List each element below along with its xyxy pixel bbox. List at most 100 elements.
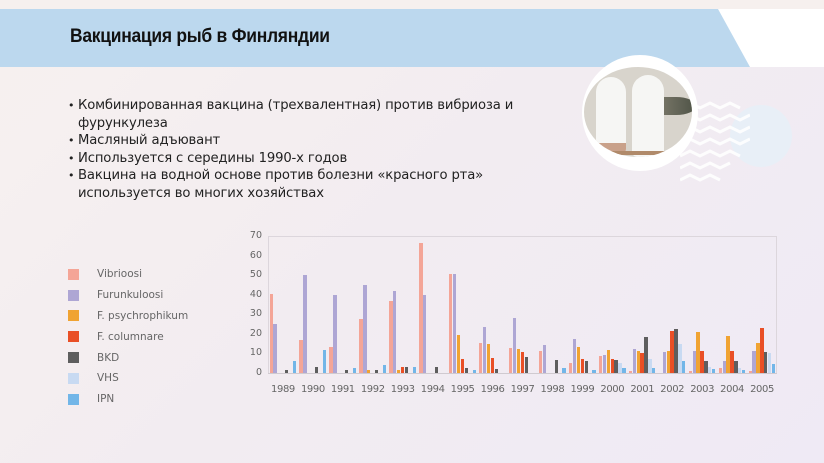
bullet-item: Вакцина на водной основе против болезни … [68, 167, 558, 202]
vaccine-photo [584, 67, 692, 157]
fish-image [656, 97, 692, 115]
bar [472, 370, 476, 373]
bar [269, 293, 273, 373]
bar [738, 368, 742, 373]
legend-label: VHS [97, 372, 119, 385]
x-tick-label: 2002 [660, 384, 685, 395]
bullet-list: Комбинированная вакцина (трехвалентная) … [68, 97, 558, 202]
bar [363, 284, 367, 373]
bar [449, 274, 453, 373]
bar [382, 365, 387, 373]
y-tick-label: 20 [249, 327, 262, 339]
legend-item: IPN [68, 389, 188, 410]
legend-label: F. columnare [97, 330, 164, 343]
bar [292, 361, 297, 373]
bar [628, 371, 633, 373]
legend-swatch-icon [68, 268, 79, 280]
bar [771, 364, 776, 373]
bar [592, 370, 596, 373]
bar [315, 367, 319, 373]
bar [562, 368, 566, 373]
bar [696, 331, 700, 373]
bar [688, 371, 692, 373]
bar [734, 361, 738, 373]
bar [303, 275, 307, 373]
bar [389, 300, 393, 373]
x-tick-label: 1997 [510, 384, 535, 395]
bar [692, 350, 696, 373]
bar [700, 351, 704, 373]
bar [708, 367, 712, 373]
bar [538, 350, 543, 373]
legend-label: BKD [97, 351, 120, 364]
legend-label: Vibrioosi [97, 268, 143, 281]
bar [666, 351, 670, 373]
bar-chart: 0 10 20 30 40 50 60 70 1989 1990 1991 1992 1993 1994 1… [240, 228, 800, 408]
bottle-image [632, 75, 664, 157]
bar [622, 368, 626, 373]
bar [479, 342, 483, 373]
legend-swatch-icon [68, 352, 79, 364]
bar [760, 328, 764, 373]
x-tick-label: 1994 [420, 384, 445, 395]
bar [670, 330, 674, 373]
x-tick-label: 2004 [720, 384, 744, 395]
y-tick-label: 60 [249, 249, 262, 261]
y-tick-label: 40 [249, 288, 262, 300]
bar [730, 351, 734, 373]
bar [520, 352, 525, 373]
bar [285, 370, 289, 373]
bar [460, 359, 465, 373]
legend-swatch-icon [68, 372, 79, 384]
bar [652, 368, 656, 373]
x-tick-label: 2001 [630, 384, 655, 395]
bar [682, 361, 686, 373]
x-tick-label: 1995 [450, 384, 475, 395]
bullet-item: Масляный адъювант [68, 132, 558, 150]
legend-item: BKD [68, 347, 188, 368]
bar [572, 338, 577, 373]
header-band: Вакцинация рыб в Финляндии [0, 9, 824, 67]
bar [636, 351, 640, 373]
bar [482, 327, 487, 373]
photo-frame [582, 55, 698, 171]
legend-label: IPN [97, 393, 115, 406]
y-tick-label: 50 [249, 269, 262, 281]
y-tick-label: 70 [249, 230, 262, 241]
bar [333, 294, 337, 373]
bar [568, 363, 573, 373]
bar [748, 371, 752, 373]
bar [453, 274, 457, 373]
bar [580, 359, 584, 373]
bar [509, 347, 513, 373]
bar [764, 352, 768, 373]
y-tick-label: 0 [255, 367, 262, 378]
bars-container [268, 236, 777, 373]
page-title: Вакцинация рыб в Финляндии [70, 26, 330, 47]
bar [273, 324, 277, 373]
bar [618, 363, 622, 373]
x-tick-label: 1990 [300, 384, 325, 395]
legend-item: Furunkuloosi [68, 285, 188, 306]
bullet-item: Используется с середины 1990-х годов [68, 150, 558, 168]
bar [434, 367, 439, 373]
bar [516, 348, 521, 373]
shelf-image [592, 151, 688, 155]
bar [374, 370, 379, 373]
bar [726, 335, 730, 373]
bar [576, 346, 580, 373]
x-tick-label: 1993 [390, 384, 415, 395]
bar [606, 349, 610, 373]
bar [756, 342, 760, 373]
x-tick-label: 1989 [271, 384, 295, 395]
bar [632, 348, 636, 373]
y-tick-label: 30 [249, 308, 262, 320]
legend-item: F. psychrophikum [68, 306, 188, 327]
legend-swatch-icon [68, 289, 79, 301]
x-tick-label: 2003 [690, 384, 715, 395]
chart-legend: Vibrioosi Furunkuloosi F. psychrophikum F. … [68, 264, 188, 410]
bar [768, 353, 772, 373]
bar [329, 346, 333, 373]
legend-swatch-icon [68, 331, 79, 343]
x-tick-label: 1998 [540, 384, 565, 395]
